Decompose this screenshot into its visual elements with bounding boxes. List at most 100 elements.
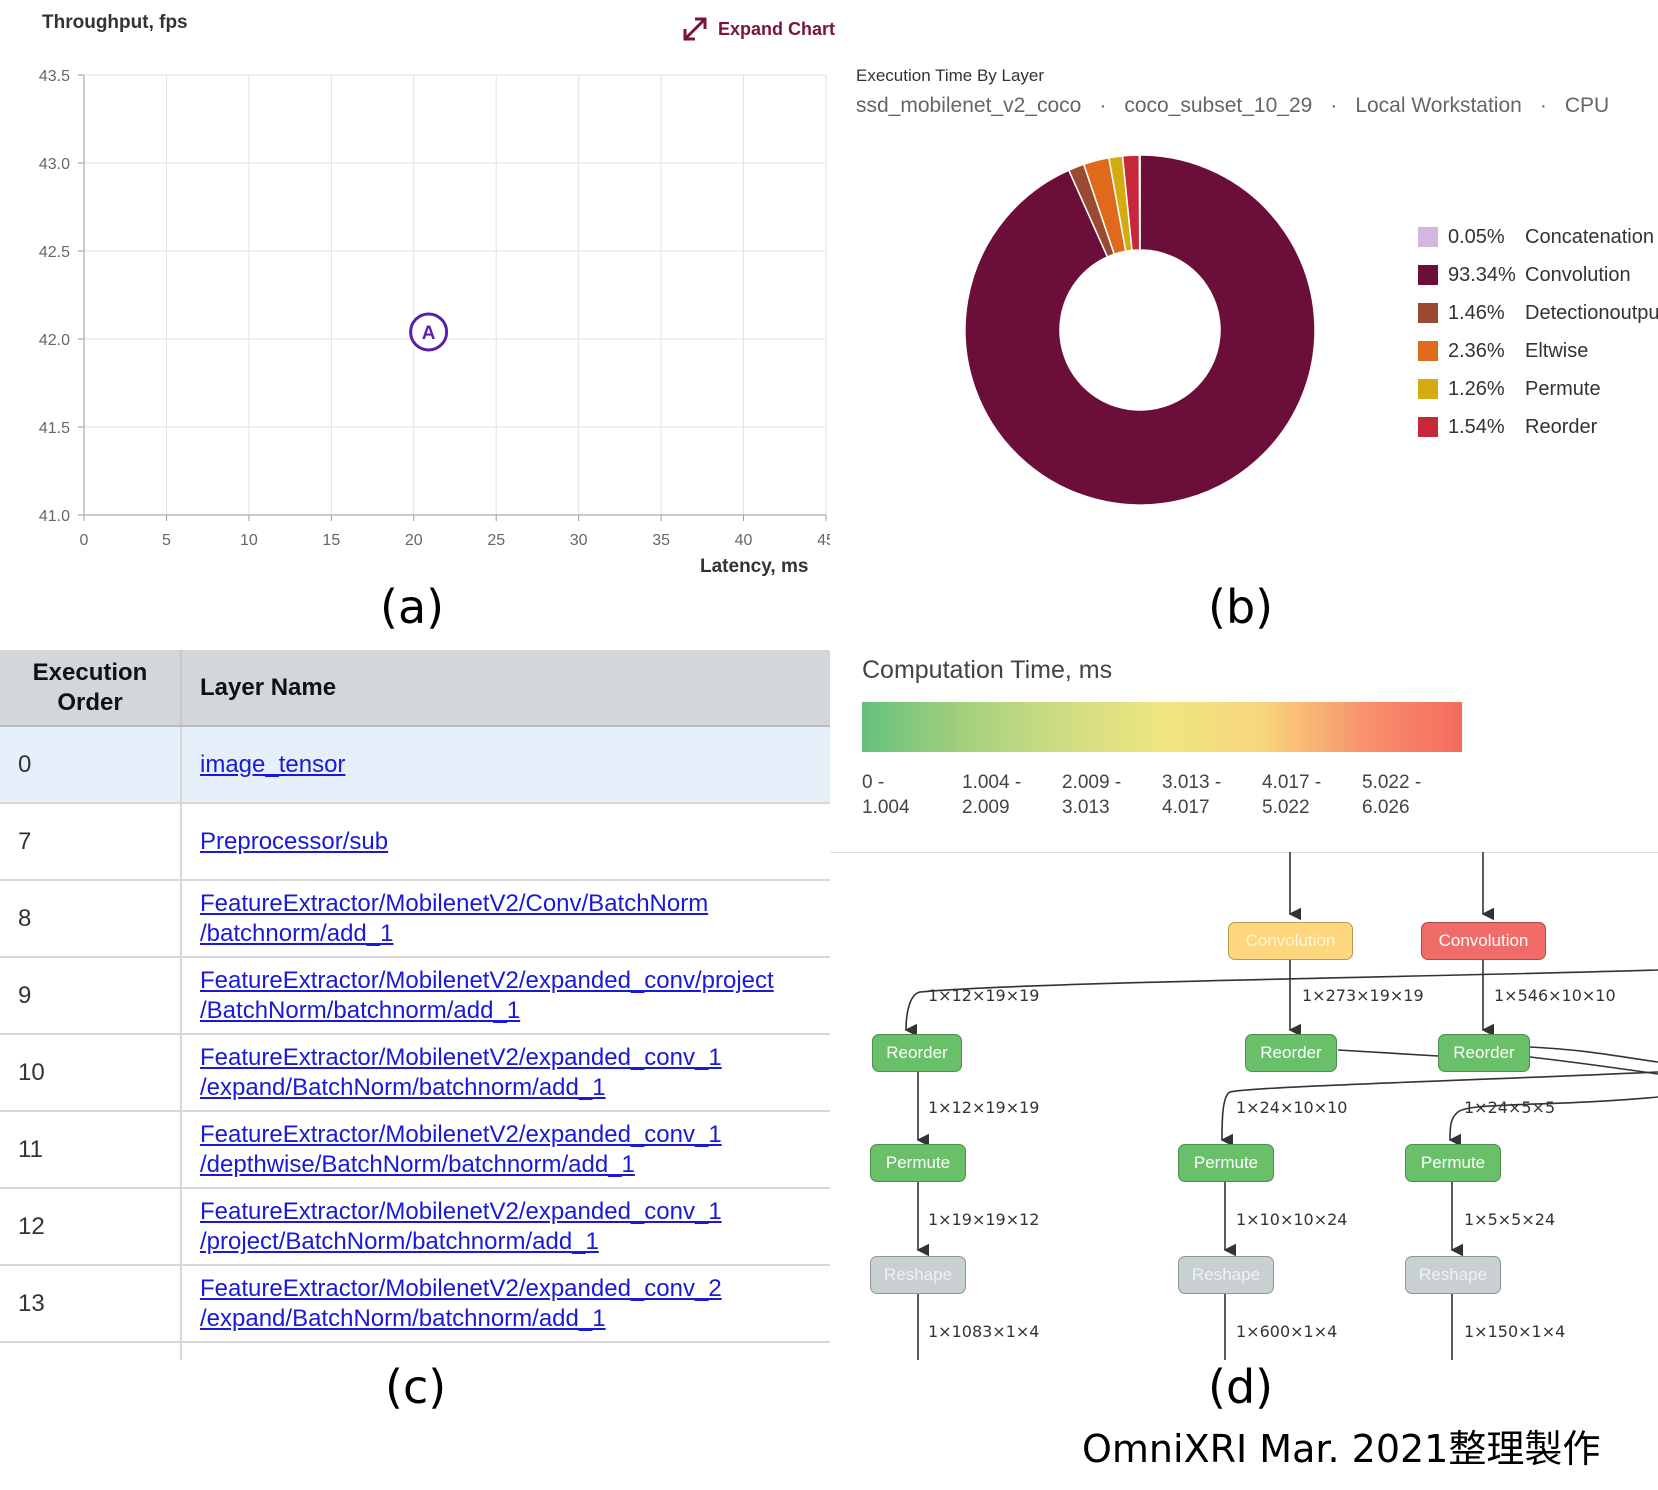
legend-percent: 2.36% <box>1448 339 1505 362</box>
node-reorder[interactable]: Reorder <box>1245 1034 1337 1072</box>
cell-execution-order: 12 <box>0 1188 182 1266</box>
node-convolution[interactable]: Convolution <box>1421 922 1546 960</box>
breadcrumb: ssd_mobilenet_v2_coco · coco_subset_10_29 ·… <box>856 94 1609 118</box>
node-permute[interactable]: Permute <box>870 1144 966 1182</box>
y-tick-label: 43.5 <box>39 68 70 85</box>
edge <box>904 969 1658 1037</box>
cell-execution-order: 13 <box>0 1265 182 1343</box>
breadcrumb-device[interactable]: CPU <box>1564 94 1610 117</box>
graph-edges <box>904 852 1658 1360</box>
legend-label: Eltwise <box>1525 339 1589 362</box>
header-execution-order[interactable]: Execution Order <box>0 650 182 727</box>
donut-slice-convolution[interactable] <box>964 154 1316 506</box>
table-header-row: Execution Order Layer Name <box>0 650 830 727</box>
legend-item[interactable]: 1.54% Reorder <box>1418 408 1658 446</box>
table-row[interactable]: 12 FeatureExtractor/MobilenetV2/expanded_… <box>0 1188 830 1266</box>
legend-percent: 1.26% <box>1448 377 1505 400</box>
layer-link[interactable]: FeatureExtractor/MobilenetV2/expanded_co… <box>200 1274 722 1332</box>
node-permute[interactable]: Permute <box>1178 1144 1274 1182</box>
legend-item[interactable]: 1.46% Detectionoutpu <box>1418 294 1658 332</box>
edge-label: 1×5×5×24 <box>1464 1210 1556 1229</box>
data-point-label: A <box>422 323 436 344</box>
header-layer-name[interactable]: Layer Name <box>181 650 830 727</box>
table-row[interactable]: 8 FeatureExtractor/MobilenetV2/Conv/Batch… <box>0 880 830 958</box>
scatter-y-axis-title: Throughput, fps <box>42 12 188 33</box>
y-tick-label: 43.0 <box>39 156 70 173</box>
edge <box>1529 1056 1658 1075</box>
breadcrumb-target[interactable]: Local Workstation <box>1355 94 1522 117</box>
layer-link[interactable]: FeatureExtractor/MobilenetV2/expanded_co… <box>200 1197 722 1255</box>
edge <box>1220 1071 1658 1147</box>
cell-layer-name: FeatureExtractor/MobilenetV2/expanded_co… <box>181 1111 830 1189</box>
legend-item[interactable]: 2.36% Eltwise <box>1418 332 1658 370</box>
cell-execution-order: 11 <box>0 1111 182 1189</box>
computation-time-bin-labels: 0 -1.004 1.004 -2.009 2.009 -3.013 3.013 -4… <box>862 770 1462 820</box>
table-row[interactable]: 10 FeatureExtractor/MobilenetV2/expanded_… <box>0 1034 830 1112</box>
donut-slice-concatenation[interactable] <box>1138 154 1141 251</box>
legend-percent: 93.34% <box>1448 263 1516 286</box>
layer-link[interactable]: FeatureExtractor/MobilenetV2/Conv/BatchN… <box>200 889 709 947</box>
x-tick-label: 25 <box>487 532 505 549</box>
node-reshape[interactable]: Reshape <box>1405 1256 1501 1294</box>
cell-execution-order: 8 <box>0 880 182 958</box>
cell-execution-order: 7 <box>0 803 182 881</box>
x-tick-label: 0 <box>80 532 89 549</box>
table-row[interactable]: 11 FeatureExtractor/MobilenetV2/expanded_… <box>0 1111 830 1189</box>
layer-link[interactable]: FeatureExtractor/MobilenetV2/expanded_co… <box>200 1043 722 1101</box>
node-reorder[interactable]: Reorder <box>872 1034 962 1072</box>
breadcrumb-dataset[interactable]: coco_subset_10_29 <box>1124 94 1313 117</box>
cell-execution-order <box>0 1342 182 1360</box>
edge-label: 1×12×19×19 <box>928 1098 1040 1117</box>
edge <box>1529 1046 1658 1063</box>
breadcrumb-model[interactable]: ssd_mobilenet_v2_coco <box>856 94 1082 117</box>
expand-chart-button[interactable]: Expand Chart <box>682 16 835 42</box>
donut-chart <box>964 154 1316 506</box>
edge-label: 1×19×19×12 <box>928 1210 1040 1229</box>
layer-link[interactable]: image_tensor <box>200 750 346 778</box>
legend-item[interactable]: 93.34% Convolution <box>1418 256 1658 294</box>
edge <box>1337 1049 1439 1057</box>
layer-link[interactable]: Preprocessor/sub <box>200 827 389 855</box>
node-reshape[interactable]: Reshape <box>870 1256 966 1294</box>
color-scale-bin <box>1162 702 1262 752</box>
legend-percent: 1.54% <box>1448 415 1505 438</box>
legend-swatch <box>1418 303 1438 323</box>
cell-layer-name: FeatureExtractor/MobilenetV2/expanded_co… <box>181 1188 830 1266</box>
edge-label: 1×546×10×10 <box>1494 986 1616 1005</box>
edge-label: 1×600×1×4 <box>1236 1322 1338 1341</box>
legend-item[interactable]: 0.05% Concatenation <box>1418 218 1658 256</box>
node-reshape[interactable]: Reshape <box>1178 1256 1274 1294</box>
table-row[interactable]: FeatureExtractor/MobilenetV2/expanded_co… <box>0 1342 830 1360</box>
legend-item[interactable]: 1.26% Permute <box>1418 370 1658 408</box>
color-scale-bin <box>1362 702 1462 752</box>
data-point[interactable]: A <box>409 312 449 352</box>
legend-label: Reorder <box>1525 415 1598 438</box>
layer-link[interactable]: FeatureExtractor/MobilenetV2/expanded_co… <box>200 1120 722 1178</box>
cell-execution-order: 0 <box>0 726 182 804</box>
cell-layer-name: image_tensor <box>181 726 830 804</box>
table-row[interactable]: 0 image_tensor <box>0 726 830 804</box>
node-reorder[interactable]: Reorder <box>1438 1034 1530 1072</box>
table-row[interactable]: 9 FeatureExtractor/MobilenetV2/expanded_c… <box>0 957 830 1035</box>
expand-icon <box>683 17 707 41</box>
layer-link[interactable]: FeatureExtractor/MobilenetV2/expanded_co… <box>200 966 774 1024</box>
cell-execution-order: 9 <box>0 957 182 1035</box>
node-convolution[interactable]: Convolution <box>1228 922 1353 960</box>
breadcrumb-separator: · <box>1099 94 1107 117</box>
caption-c: (c) <box>385 1360 447 1414</box>
caption-d: (d) <box>1208 1360 1274 1414</box>
color-scale-bin-label: 1.004 -2.009 <box>962 772 1022 818</box>
cell-layer-name: Preprocessor/sub <box>181 803 830 881</box>
pie-legend: 0.05% Concatenation 93.34% Convolution 1.46%… <box>1418 218 1658 446</box>
edge-label: 1×24×10×10 <box>1236 1098 1348 1117</box>
table-row[interactable]: 13 FeatureExtractor/MobilenetV2/expanded_… <box>0 1265 830 1343</box>
cell-layer-name: FeatureExtractor/MobilenetV2/expanded_co… <box>181 1342 830 1360</box>
table-row[interactable]: 7 Preprocessor/sub <box>0 803 830 881</box>
x-tick-label: 35 <box>652 532 670 549</box>
x-tick-label: 10 <box>240 532 258 549</box>
cell-execution-order: 10 <box>0 1034 182 1112</box>
legend-label: Convolution <box>1525 263 1631 286</box>
node-permute[interactable]: Permute <box>1405 1144 1501 1182</box>
legend-label: Concatenation <box>1525 225 1654 248</box>
legend-swatch <box>1418 227 1438 247</box>
